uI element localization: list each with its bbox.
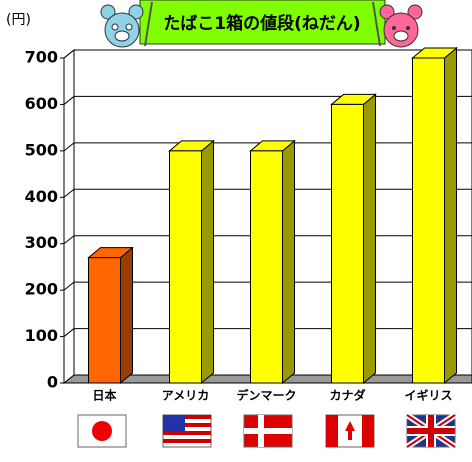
bar	[251, 141, 295, 383]
y-tick-label: 700	[25, 48, 58, 67]
bar-front	[89, 258, 121, 383]
y-tick-label: 400	[25, 187, 58, 206]
bear-left	[101, 5, 143, 47]
bar-side	[445, 48, 457, 383]
y-tick-label: 300	[25, 233, 58, 252]
page: {"chart_data": {"type": "bar3d", "title"…	[0, 0, 472, 462]
flag-japan	[78, 415, 126, 447]
y-tick-label: 0	[47, 373, 58, 392]
y-tick-label: 200	[25, 280, 58, 299]
bar-side	[202, 141, 214, 383]
flag-usa	[163, 415, 211, 447]
chart: たばこ1箱の値段(ねだん) (円) 0 100 200 300 400 500 600 700…	[0, 0, 472, 462]
bar-front	[251, 151, 283, 383]
y-axis-label: (円)	[6, 12, 31, 28]
x-tick-label: アメリカ	[162, 389, 209, 403]
y-tick-label: 600	[25, 94, 58, 113]
x-tick-label: イギリス	[404, 388, 452, 403]
flag-canada	[326, 415, 374, 447]
y-tick-label: 100	[25, 326, 58, 345]
bar-side	[364, 94, 376, 383]
bar-side	[121, 248, 133, 383]
bar	[170, 141, 214, 383]
chart-title: たばこ1箱の値段(ねだん)	[163, 13, 360, 34]
x-tick-label: カナダ	[329, 388, 365, 403]
flag-uk	[407, 415, 455, 447]
bar	[332, 94, 376, 383]
bar-front	[332, 104, 364, 383]
x-tick-label: 日本	[92, 388, 116, 403]
bar-front	[170, 151, 202, 383]
y-tick-label: 500	[25, 140, 58, 159]
bear-right	[380, 5, 422, 47]
bar	[89, 248, 133, 383]
x-tick-label: デンマーク	[236, 388, 296, 403]
bar	[413, 48, 457, 383]
bar-front	[413, 58, 445, 383]
bar-side	[283, 141, 295, 383]
flag-denmark	[244, 415, 292, 447]
